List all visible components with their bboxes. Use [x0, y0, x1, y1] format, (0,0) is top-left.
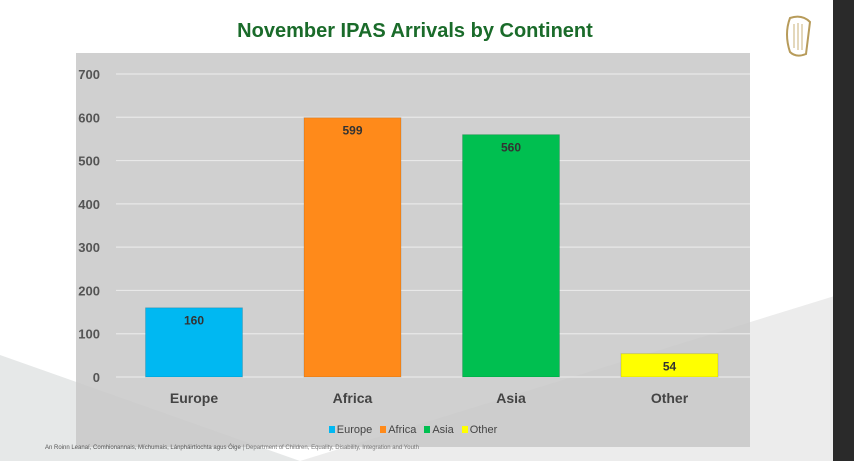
- harp-logo: [786, 15, 812, 57]
- legend-swatch: [424, 426, 431, 433]
- legend-item: Africa: [380, 424, 416, 436]
- chart-title: November IPAS Arrivals by Continent: [237, 20, 593, 42]
- footer-irish: An Roinn Leanaí, Comhionannais, Míchumai…: [45, 445, 241, 451]
- y-tick-label: 100: [78, 327, 100, 342]
- x-tick-label: Asia: [496, 390, 526, 406]
- data-label: 599: [342, 124, 362, 138]
- data-label: 54: [663, 360, 677, 374]
- bar-chart: 0 100 200 300 400 500 600 700 160 Europe 599 Africa…: [78, 67, 750, 406]
- x-tick-label: Europe: [170, 390, 218, 406]
- data-label: 160: [184, 314, 204, 328]
- y-tick-label: 700: [78, 67, 100, 82]
- legend-swatch: [328, 426, 335, 433]
- footer: An Roinn Leanaí, Comhionannais, Míchumai…: [45, 445, 419, 451]
- legend-item: Asia: [424, 424, 454, 436]
- legend: Europe Africa Asia Other: [76, 424, 750, 436]
- bar-europe: [145, 307, 243, 378]
- legend-item: Europe: [328, 424, 373, 436]
- bar-africa: [303, 117, 402, 378]
- x-tick-label: Africa: [333, 390, 373, 406]
- legend-swatch: [380, 426, 387, 433]
- footer-english: Department of Children, Equality, Disabi…: [245, 445, 419, 451]
- legend-label: Other: [469, 424, 498, 436]
- legend-label: Africa: [388, 424, 417, 436]
- bar-other: [620, 353, 719, 378]
- data-label: 560: [501, 141, 521, 155]
- plot-area: 0 100 200 300 400 500 600 700 160 Europe 599 Africa…: [76, 53, 750, 447]
- x-tick-label: Other: [651, 390, 689, 406]
- y-tick-label: 600: [78, 110, 100, 125]
- legend-label: Asia: [432, 424, 454, 436]
- legend-label: Europe: [336, 424, 373, 436]
- y-tick-label: 500: [78, 154, 100, 169]
- legend-swatch: [461, 426, 468, 433]
- window-edge: [833, 0, 854, 461]
- legend-item: Other: [461, 424, 498, 436]
- footer-separator: |: [240, 445, 246, 451]
- bar-asia: [462, 134, 560, 378]
- y-tick-label: 300: [78, 240, 100, 255]
- y-tick-label: 0: [93, 370, 100, 385]
- y-tick-label: 200: [78, 283, 100, 298]
- y-tick-label: 400: [78, 197, 100, 212]
